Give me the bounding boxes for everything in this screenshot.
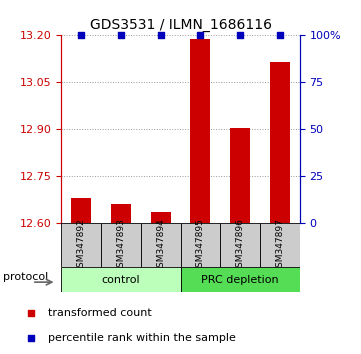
Title: GDS3531 / ILMN_1686116: GDS3531 / ILMN_1686116 <box>90 18 271 32</box>
Bar <box>151 212 171 223</box>
Point <box>29 335 34 341</box>
Text: percentile rank within the sample: percentile rank within the sample <box>48 333 236 343</box>
Text: control: control <box>102 275 140 285</box>
Text: GSM347893: GSM347893 <box>117 218 125 273</box>
Point <box>29 310 34 316</box>
Point <box>158 33 164 38</box>
Point <box>237 33 243 38</box>
Bar <box>270 62 290 223</box>
Text: protocol: protocol <box>3 272 48 282</box>
Bar <box>71 198 91 223</box>
Text: transformed count: transformed count <box>48 308 152 318</box>
Bar <box>61 223 101 267</box>
Bar <box>191 39 210 223</box>
Bar <box>260 223 300 267</box>
Text: GSM347894: GSM347894 <box>156 218 165 273</box>
Bar <box>111 204 131 223</box>
Bar <box>101 223 141 267</box>
Text: GSM347892: GSM347892 <box>77 218 86 273</box>
Bar <box>141 223 180 267</box>
Text: GSM347897: GSM347897 <box>275 218 284 273</box>
Text: GSM347895: GSM347895 <box>196 218 205 273</box>
Point <box>78 33 84 38</box>
Bar <box>220 223 260 267</box>
Bar <box>61 267 180 292</box>
Point <box>118 33 124 38</box>
Bar <box>230 128 250 223</box>
Bar <box>180 223 220 267</box>
Text: PRC depletion: PRC depletion <box>201 275 279 285</box>
Bar <box>180 267 300 292</box>
Text: GSM347896: GSM347896 <box>236 218 244 273</box>
Point <box>197 33 203 38</box>
Point <box>277 33 283 38</box>
